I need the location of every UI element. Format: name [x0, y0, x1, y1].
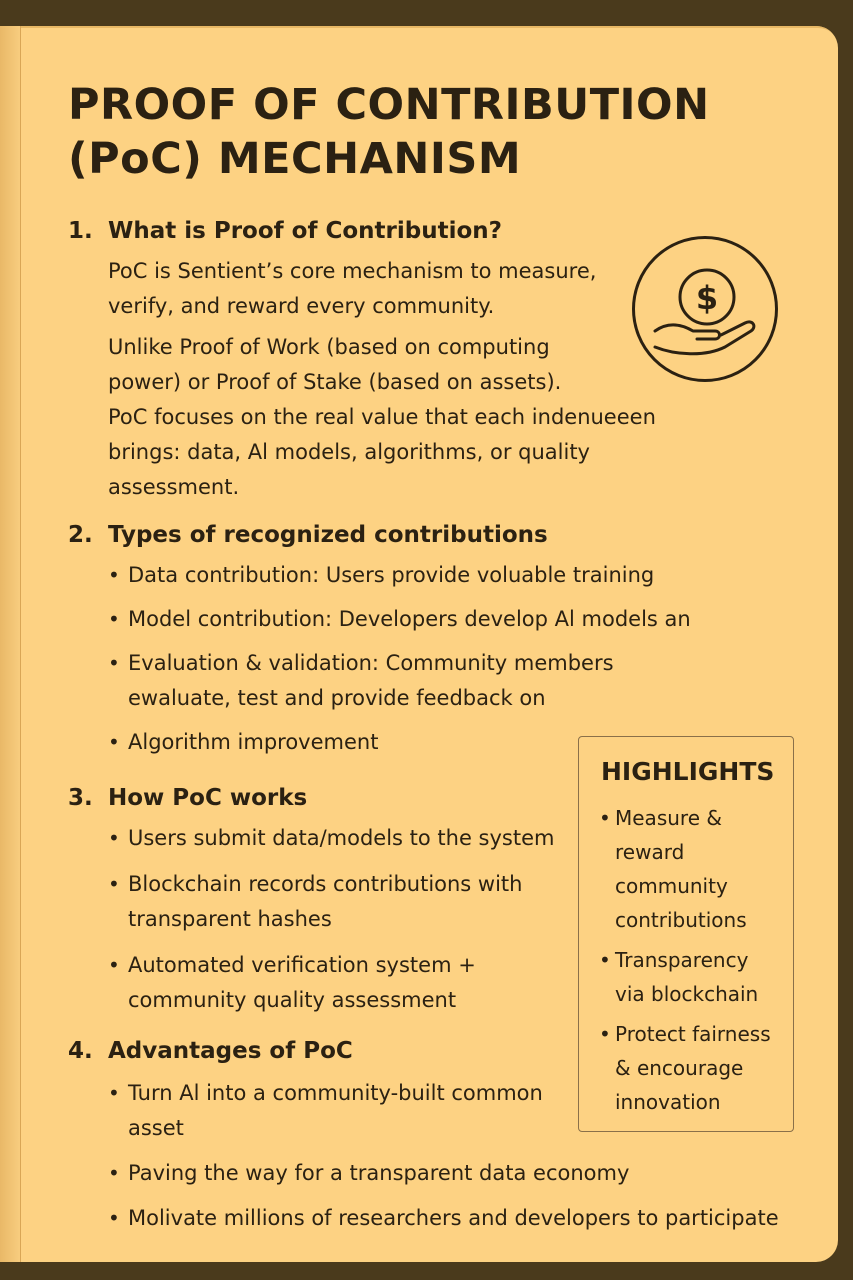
coin-hand-icon: $ — [632, 236, 778, 382]
highlights-box: HIGHLIGHTS Measure & reward community co… — [578, 736, 794, 1132]
list-item: Molivate millions of researchers and dev… — [108, 1201, 779, 1236]
section-title: How PoC works — [108, 785, 308, 811]
highlight-text: innovation — [615, 1090, 721, 1114]
notebook-page: PROOF OF CONTRIBUTION (PoC) MECHANISM 1.… — [0, 26, 838, 1262]
list-item: Model contribution: Developers develop A… — [108, 602, 691, 637]
paragraph-line: assessment. — [108, 475, 240, 499]
section-paragraph: Unlike Proof of Work (based on computing… — [108, 330, 656, 505]
list-item: Turn Al into a community-built common ass… — [108, 1076, 779, 1146]
list-item: Blockchain records contributions with tra… — [108, 867, 554, 937]
bullet-list: Data contribution: Users provide voluabl… — [108, 558, 691, 760]
list-item-text: transparent hashes — [128, 907, 332, 931]
page-title: PROOF OF CONTRIBUTION (PoC) MECHANISM — [68, 78, 768, 186]
section-title: Advantages of PoC — [108, 1038, 353, 1064]
highlights-list: Measure & reward community contributions… — [599, 801, 789, 1125]
paragraph-line: PoC focuses on the real value that each … — [108, 405, 656, 429]
section-heading: 3. How PoC works — [68, 783, 307, 813]
list-item: Algorithm improvement — [108, 725, 691, 760]
list-item-text: Automated verification system + — [128, 953, 476, 977]
highlight-text: Measure & — [615, 806, 722, 830]
list-item: Data contribution: Users provide voluabl… — [108, 558, 691, 593]
page-spine — [0, 26, 21, 1262]
section-heading: 2. Types of recognized contributions — [68, 520, 548, 550]
paragraph-line: brings: data, Al models, algorithms, or … — [108, 440, 590, 464]
section-paragraph: PoC is Sentient’s core mechanism to meas… — [108, 254, 596, 324]
highlight-text: via blockchain — [615, 982, 759, 1006]
paragraph-line: verify, and reward every community. — [108, 294, 495, 318]
highlights-title: HIGHLIGHTS — [601, 757, 775, 786]
section-heading: 1. What is Proof of Contribution? — [68, 216, 502, 246]
section-title: Types of recognized contributions — [108, 522, 548, 548]
list-item-text: Blockchain records contributions with — [128, 872, 523, 896]
section-number: 4. — [68, 1038, 93, 1064]
highlight-item: Transparency via blockchain — [599, 943, 789, 1011]
list-item-text: Evaluation & validation: Community membe… — [128, 651, 614, 675]
list-item-text: Paving the way for a transparent data ec… — [128, 1161, 630, 1185]
paragraph-line: power) or Proof of Stake (based on asset… — [108, 370, 562, 394]
list-item-text: Data contribution: Users provide voluabl… — [128, 563, 655, 587]
section-title: What is Proof of Contribution? — [108, 218, 502, 244]
list-item-text: asset — [128, 1116, 184, 1140]
highlight-text: & encourage — [615, 1056, 744, 1080]
bullet-list: Users submit data/models to the system B… — [108, 821, 554, 1018]
section-heading: 4. Advantages of PoC — [68, 1036, 353, 1066]
dollar-sign: $ — [696, 279, 718, 317]
section-number: 2. — [68, 522, 93, 548]
list-item-text: Algorithm improvement — [128, 730, 379, 754]
list-item: Paving the way for a transparent data ec… — [108, 1156, 779, 1191]
section-number: 1. — [68, 218, 93, 244]
paragraph-line: PoC is Sentient’s core mechanism to meas… — [108, 259, 597, 283]
bullet-list: Turn Al into a community-built common ass… — [108, 1076, 779, 1236]
list-item-text: Users submit data/models to the system — [128, 826, 555, 850]
list-item: Users submit data/models to the system — [108, 821, 554, 856]
paragraph-line: Unlike Proof of Work (based on computing — [108, 335, 550, 359]
title-line: PROOF OF CONTRIBUTION — [68, 80, 710, 130]
list-item-text: Model contribution: Developers develop A… — [128, 607, 691, 631]
list-item-text: Turn Al into a community-built common — [128, 1081, 543, 1105]
title-line: (PoC) MECHANISM — [68, 134, 522, 184]
highlight-text: reward — [615, 840, 685, 864]
list-item: Evaluation & validation: Community membe… — [108, 646, 691, 716]
list-item-text: Molivate millions of researchers and dev… — [128, 1206, 779, 1230]
list-item: Automated verification system + community… — [108, 948, 554, 1018]
highlight-text: Transparency — [615, 948, 749, 972]
highlight-item: Protect fairness & encourage innovation — [599, 1017, 789, 1119]
highlight-text: Protect fairness — [615, 1022, 771, 1046]
list-item-text: community quality assessment — [128, 988, 457, 1012]
highlight-text: community — [615, 874, 728, 898]
list-item-text: ewaluate, test and provide feedback on — [128, 686, 546, 710]
section-number: 3. — [68, 785, 93, 811]
highlight-text: contributions — [615, 908, 747, 932]
highlight-item: Measure & reward community contributions — [599, 801, 789, 937]
